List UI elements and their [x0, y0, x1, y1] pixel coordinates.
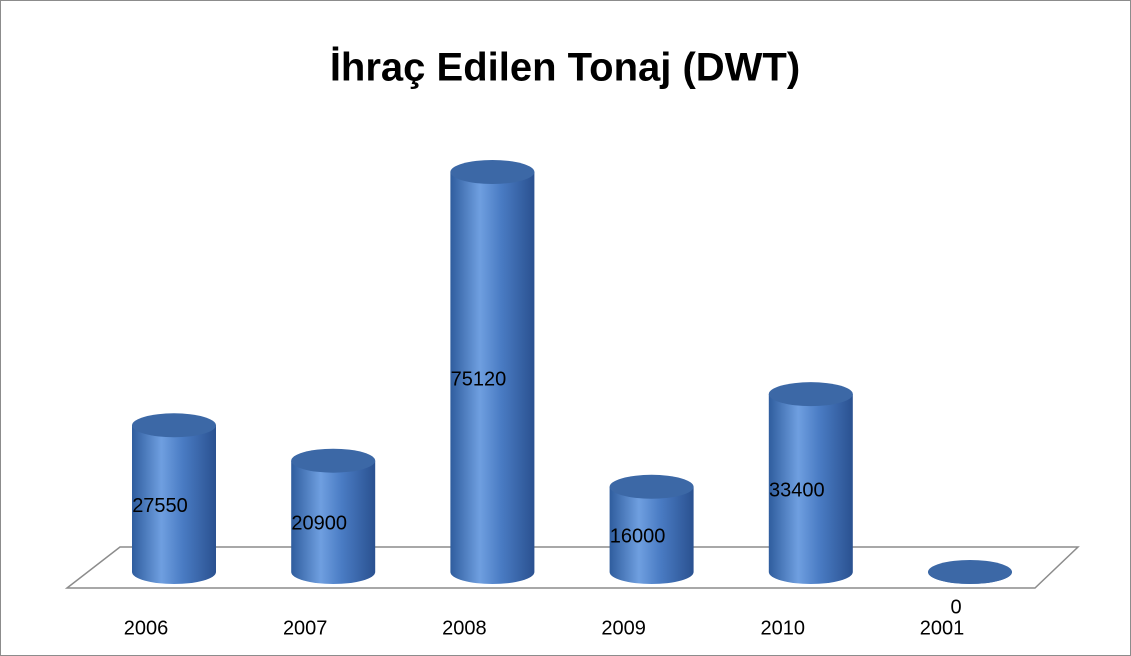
value-label: 33400	[769, 479, 825, 501]
cylinder	[450, 172, 535, 584]
value-label: 0	[950, 596, 961, 618]
x-tick-label: 2009	[601, 617, 646, 639]
cylinder	[768, 394, 853, 584]
cylinder-top	[291, 448, 376, 473]
cylinder	[132, 425, 216, 584]
value-label: 27550	[132, 495, 188, 517]
cylinder	[609, 486, 694, 584]
x-tick-label: 2001	[920, 617, 965, 639]
cylinder-top	[928, 560, 1012, 584]
cylinder-top	[768, 382, 853, 407]
cylinder-top	[609, 474, 694, 499]
chart-title: İhraç Edilen Tonaj (DWT)	[330, 46, 800, 90]
cylinder-top	[450, 160, 535, 184]
value-label: 16000	[610, 526, 666, 548]
floor	[64, 546, 1080, 589]
cylinder-top	[132, 413, 216, 438]
value-label: 20900	[291, 513, 347, 535]
x-tick-label: 2008	[442, 617, 487, 639]
x-tick-label: 2010	[761, 617, 806, 639]
cylinder	[291, 460, 376, 584]
x-tick-label: 2006	[124, 617, 169, 639]
x-tick-label: 2007	[283, 617, 328, 639]
value-label: 75120	[451, 368, 507, 390]
